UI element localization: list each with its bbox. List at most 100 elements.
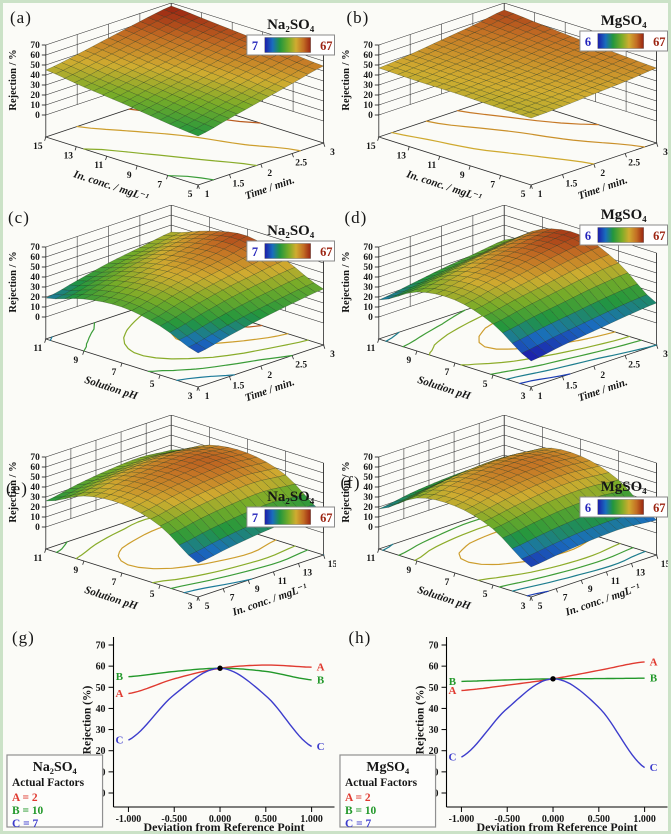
svg-text:2: 2: [600, 169, 605, 179]
svg-text:60: 60: [96, 662, 106, 673]
svg-text:11: 11: [366, 344, 375, 354]
floor-contour-line: [456, 110, 599, 126]
svg-text:60: 60: [428, 662, 438, 673]
svg-text:30: 30: [96, 725, 106, 736]
legend-factor: A = 2: [12, 792, 38, 804]
svg-text:20: 20: [30, 503, 40, 513]
svg-text:11: 11: [33, 344, 42, 354]
svg-text:11: 11: [33, 554, 42, 564]
legend-subtitle: Actual Factors: [344, 777, 417, 789]
curve-label-C-left: C: [448, 752, 456, 764]
svg-text:60: 60: [30, 463, 40, 473]
svg-text:67: 67: [320, 39, 332, 53]
z-axis-title: Rejection / %: [340, 461, 351, 522]
svg-text:20: 20: [96, 746, 106, 757]
panel-h-perturbation-plot: 010203040506070-1.000-0.5000.0000.5001.0…: [338, 637, 668, 831]
svg-text:5: 5: [188, 190, 193, 200]
svg-text:5: 5: [150, 590, 155, 600]
svg-text:1: 1: [537, 190, 542, 200]
response-surface: [45, 444, 325, 564]
svg-text:0.500: 0.500: [255, 814, 277, 825]
svg-text:7: 7: [252, 245, 258, 259]
floor-contour-line: [381, 543, 646, 592]
svg-text:70: 70: [30, 243, 40, 253]
panel-g: (g) 010203040506070-1.000-0.5000.0000.50…: [3, 625, 336, 831]
colorbar-legend: Na₂SO₄ 7 67: [246, 489, 336, 528]
svg-text:7: 7: [562, 594, 567, 604]
svg-text:1.5: 1.5: [565, 381, 577, 391]
svg-text:70: 70: [363, 243, 373, 253]
svg-text:10: 10: [363, 513, 373, 523]
svg-text:67: 67: [320, 511, 332, 525]
floor-contour-line: [518, 373, 570, 385]
curve-label-A-left: A: [448, 685, 456, 697]
panel-a: (a) 5 7 9 11 13 15 1 1.5 2 2.5 3 In. conc. / mgL⁻¹ T…: [3, 3, 336, 205]
svg-text:50: 50: [363, 61, 373, 71]
svg-text:40: 40: [96, 704, 106, 715]
svg-text:9: 9: [587, 585, 592, 595]
svg-text:6: 6: [584, 501, 590, 515]
svg-text:11: 11: [94, 161, 103, 171]
floor-contour-line: [526, 590, 549, 597]
svg-text:1: 1: [205, 190, 210, 200]
response-surface: [378, 228, 657, 362]
response-surface: [377, 9, 657, 119]
svg-text:40: 40: [30, 71, 40, 81]
svg-text:5: 5: [482, 380, 487, 390]
svg-text:60: 60: [363, 253, 373, 263]
svg-text:0.000: 0.000: [541, 814, 563, 825]
svg-text:70: 70: [363, 41, 373, 51]
svg-text:20: 20: [363, 503, 373, 513]
svg-text:3: 3: [330, 148, 335, 158]
z-axis-title: Rejection / %: [8, 251, 19, 312]
curve-label-A-right: A: [317, 662, 325, 674]
curve-C: [128, 667, 312, 748]
svg-text:70: 70: [96, 640, 106, 651]
svg-text:30: 30: [428, 725, 438, 736]
panel-d-letter: (d): [344, 208, 368, 227]
svg-text:13: 13: [303, 568, 313, 578]
panel-g-letter: (g): [12, 628, 35, 647]
panel-c-letter: (c): [8, 208, 30, 227]
legend-factor: B = 10: [12, 805, 44, 817]
svg-text:0: 0: [35, 111, 40, 121]
legend-factor: A = 2: [344, 792, 370, 804]
svg-text:5: 5: [537, 602, 542, 612]
svg-text:30: 30: [30, 283, 40, 293]
floor-contour-line: [76, 125, 301, 152]
svg-text:3: 3: [520, 392, 525, 402]
svg-text:3: 3: [520, 602, 525, 612]
curve-C: [460, 678, 645, 769]
svg-text:60: 60: [363, 463, 373, 473]
y-axis-title: Rejection (%): [82, 686, 94, 755]
curve-label-C-right: C: [649, 762, 657, 774]
colorbar-gradient: [264, 243, 311, 259]
svg-text:50: 50: [428, 683, 438, 694]
curve-label-C-right: C: [317, 741, 325, 753]
svg-text:7: 7: [157, 180, 162, 190]
svg-text:60: 60: [363, 51, 373, 61]
svg-text:13: 13: [396, 152, 406, 162]
svg-text:15: 15: [328, 560, 336, 570]
svg-text:0: 0: [368, 313, 373, 323]
y-axis-title: In. conc. / mgL⁻¹: [404, 168, 483, 204]
svg-text:7: 7: [444, 368, 449, 378]
svg-text:MgSO₄: MgSO₄: [600, 207, 646, 223]
colorbar-gradient: [264, 509, 311, 525]
colorbar-legend: MgSO₄ 6 67: [578, 207, 668, 246]
floor-contour-line: [402, 309, 642, 375]
panel-b: (b) 5 7 9 11 13 15 1 1.5 2 2.5 3 In. conc. / mgL⁻¹ T…: [336, 3, 669, 205]
x-axis-title: In. conc. / mgL⁻¹: [230, 582, 309, 619]
legend-factor: C = 7: [344, 818, 370, 830]
floor-contour-line: [425, 120, 645, 148]
svg-text:30: 30: [363, 81, 373, 91]
svg-text:MgSO₄: MgSO₄: [600, 13, 646, 29]
panel-g-perturbation-plot: 010203040506070-1.000-0.5000.0000.5001.0…: [6, 637, 335, 831]
curve-label-B-right: B: [317, 674, 325, 686]
svg-text:9: 9: [459, 171, 464, 181]
svg-text:9: 9: [406, 566, 411, 576]
